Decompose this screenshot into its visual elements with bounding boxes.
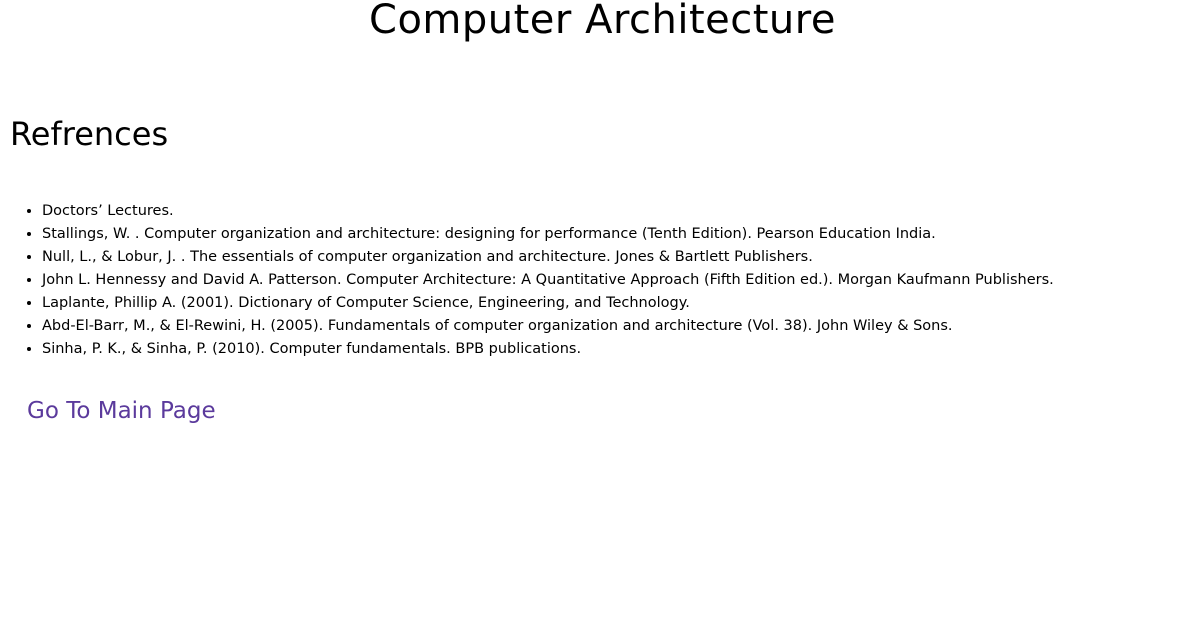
go-to-main-page-link[interactable]: Go To Main Page	[27, 398, 216, 424]
references-list: Doctors’ Lectures. Stallings, W. . Compu…	[0, 200, 1172, 361]
list-item: Null, L., & Lobur, J. . The essentials o…	[42, 246, 1172, 269]
list-item: Stallings, W. . Computer organization an…	[42, 223, 1172, 246]
list-item: Abd-El-Barr, M., & El-Rewini, H. (2005).…	[42, 315, 1172, 338]
list-item: John L. Hennessy and David A. Patterson.…	[42, 269, 1172, 292]
list-item: Sinha, P. K., & Sinha, P. (2010). Comput…	[42, 338, 1172, 361]
list-item: Doctors’ Lectures.	[42, 200, 1172, 223]
references-heading: Refrences	[10, 115, 169, 153]
list-item: Laplante, Phillip A. (2001). Dictionary …	[42, 292, 1172, 315]
page-title: Computer Architecture	[369, 0, 836, 43]
